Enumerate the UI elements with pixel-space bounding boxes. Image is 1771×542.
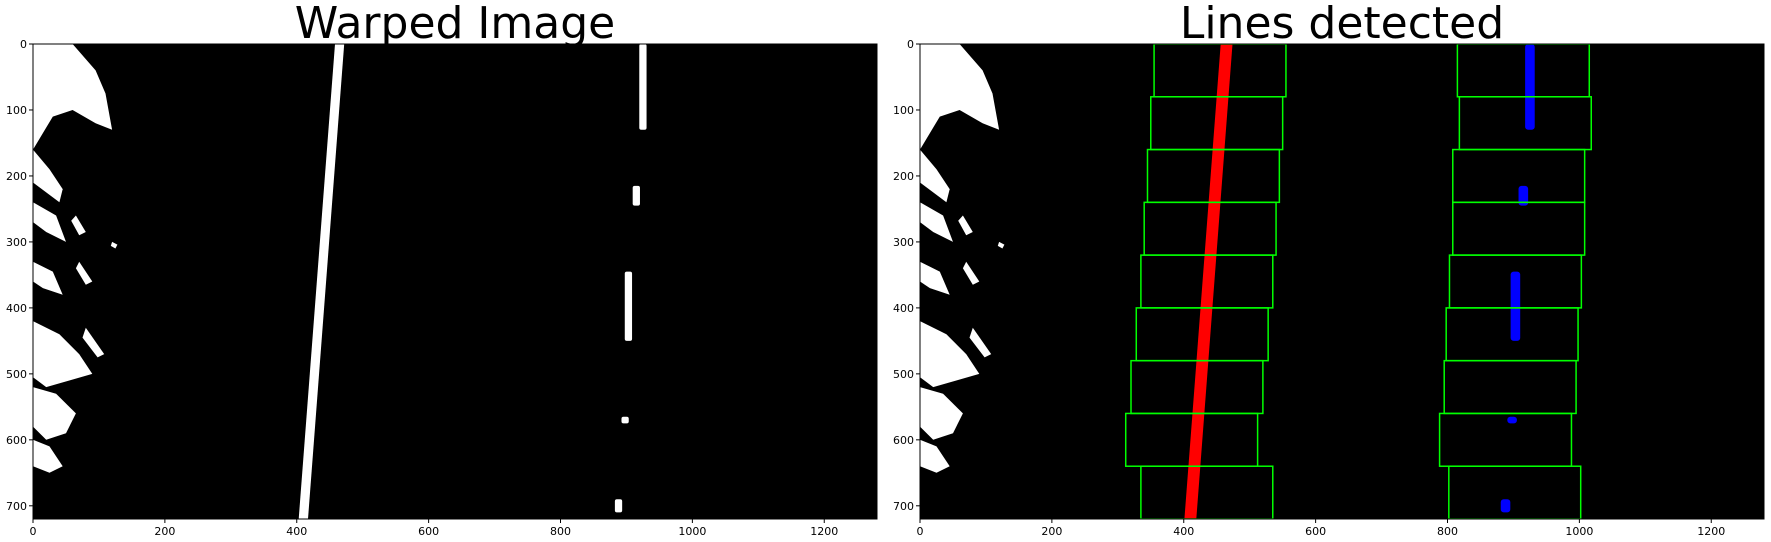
panel-a-background xyxy=(33,44,877,519)
road-edge-speckle xyxy=(962,261,980,285)
y-tick-label: 200 xyxy=(6,170,27,183)
road-edge-speckle xyxy=(33,202,66,242)
y-tick-label: 400 xyxy=(6,302,27,315)
x-tick-label: 200 xyxy=(1041,525,1062,538)
x-tick-label: 0 xyxy=(917,525,924,538)
road-edge-speckle xyxy=(920,261,950,295)
x-tick-label: 0 xyxy=(30,525,37,538)
x-tick-label: 800 xyxy=(550,525,571,538)
right-line-segment xyxy=(1507,416,1517,424)
y-tick-label: 100 xyxy=(893,104,914,117)
x-tick-label: 200 xyxy=(154,525,175,538)
road-edge-speckle xyxy=(33,149,63,203)
left-line-pixels xyxy=(1184,44,1233,519)
road-edge-speckle xyxy=(33,387,76,440)
road-edge-speckle xyxy=(33,44,113,150)
panel-a-frame xyxy=(32,43,878,520)
right-line-segment xyxy=(1510,271,1521,341)
left-lane-pixels xyxy=(298,44,345,519)
road-edge-speckle xyxy=(969,327,992,358)
y-tick-label: 0 xyxy=(20,38,27,51)
x-tick-label: 1200 xyxy=(1697,525,1725,538)
y-tick-label: 700 xyxy=(6,500,27,513)
panel-b-title: Lines detected xyxy=(1180,0,1504,49)
x-tick-label: 600 xyxy=(418,525,439,538)
right-lane-segment xyxy=(614,499,623,513)
road-edge-speckle xyxy=(997,241,1005,249)
right-line-segment xyxy=(1500,499,1511,513)
panel-a-axes: 0 200 400 600 800 1000 1200 0 100 200 300 400 500 600… xyxy=(6,38,838,538)
road-edge-speckle xyxy=(920,149,950,203)
search-window xyxy=(1448,465,1582,519)
road-edge-speckle xyxy=(69,57,96,84)
road-edge-speckle xyxy=(920,202,953,242)
x-tick-label: 1200 xyxy=(810,525,838,538)
right-lane-segment xyxy=(639,44,647,130)
right-lane-segment xyxy=(632,185,640,206)
y-tick-label: 500 xyxy=(893,368,914,381)
right-lane-segment xyxy=(621,416,629,424)
road-edge-speckle xyxy=(75,261,93,285)
y-tick-label: 400 xyxy=(893,302,914,315)
road-edge-speckle xyxy=(82,327,105,358)
road-edge-speckle xyxy=(33,321,93,388)
y-tick-label: 300 xyxy=(6,236,27,249)
road-edge-speckle xyxy=(110,241,118,249)
panel-b-frame xyxy=(919,43,1765,520)
y-tick-label: 100 xyxy=(6,104,27,117)
x-tick-label: 1000 xyxy=(1565,525,1593,538)
right-line-segment xyxy=(1525,44,1535,130)
y-tick-label: 300 xyxy=(893,236,914,249)
panel-b-axes: 0 200 400 600 800 1000 1200 0 100 200 300 400 500 600… xyxy=(893,38,1725,538)
y-tick-label: 700 xyxy=(893,500,914,513)
search-window xyxy=(1140,465,1274,519)
road-edge-speckle xyxy=(920,387,963,440)
road-edge-speckle xyxy=(71,215,86,236)
road-edge-speckle xyxy=(956,57,983,84)
y-tick-label: 600 xyxy=(893,434,914,447)
x-tick-label: 800 xyxy=(1437,525,1458,538)
panel-a-title: Warped Image xyxy=(295,0,615,49)
x-tick-label: 400 xyxy=(286,525,307,538)
right-line-segment xyxy=(1518,185,1529,206)
right-lane-segment xyxy=(624,271,633,341)
road-edge-speckle xyxy=(920,321,980,388)
road-edge-speckle xyxy=(920,439,950,473)
x-tick-label: 600 xyxy=(1305,525,1326,538)
panel-b-image xyxy=(920,44,1592,519)
road-edge-speckle xyxy=(920,44,1000,150)
road-edge-speckle xyxy=(33,439,63,473)
y-tick-label: 200 xyxy=(893,170,914,183)
y-tick-label: 600 xyxy=(6,434,27,447)
y-tick-label: 500 xyxy=(6,368,27,381)
panel-a-image xyxy=(33,44,647,519)
x-tick-label: 1000 xyxy=(678,525,706,538)
y-tick-label: 0 xyxy=(907,38,914,51)
x-tick-label: 400 xyxy=(1173,525,1194,538)
road-edge-speckle xyxy=(958,215,973,236)
panel-b-background xyxy=(920,44,1764,519)
road-edge-speckle xyxy=(33,261,63,295)
